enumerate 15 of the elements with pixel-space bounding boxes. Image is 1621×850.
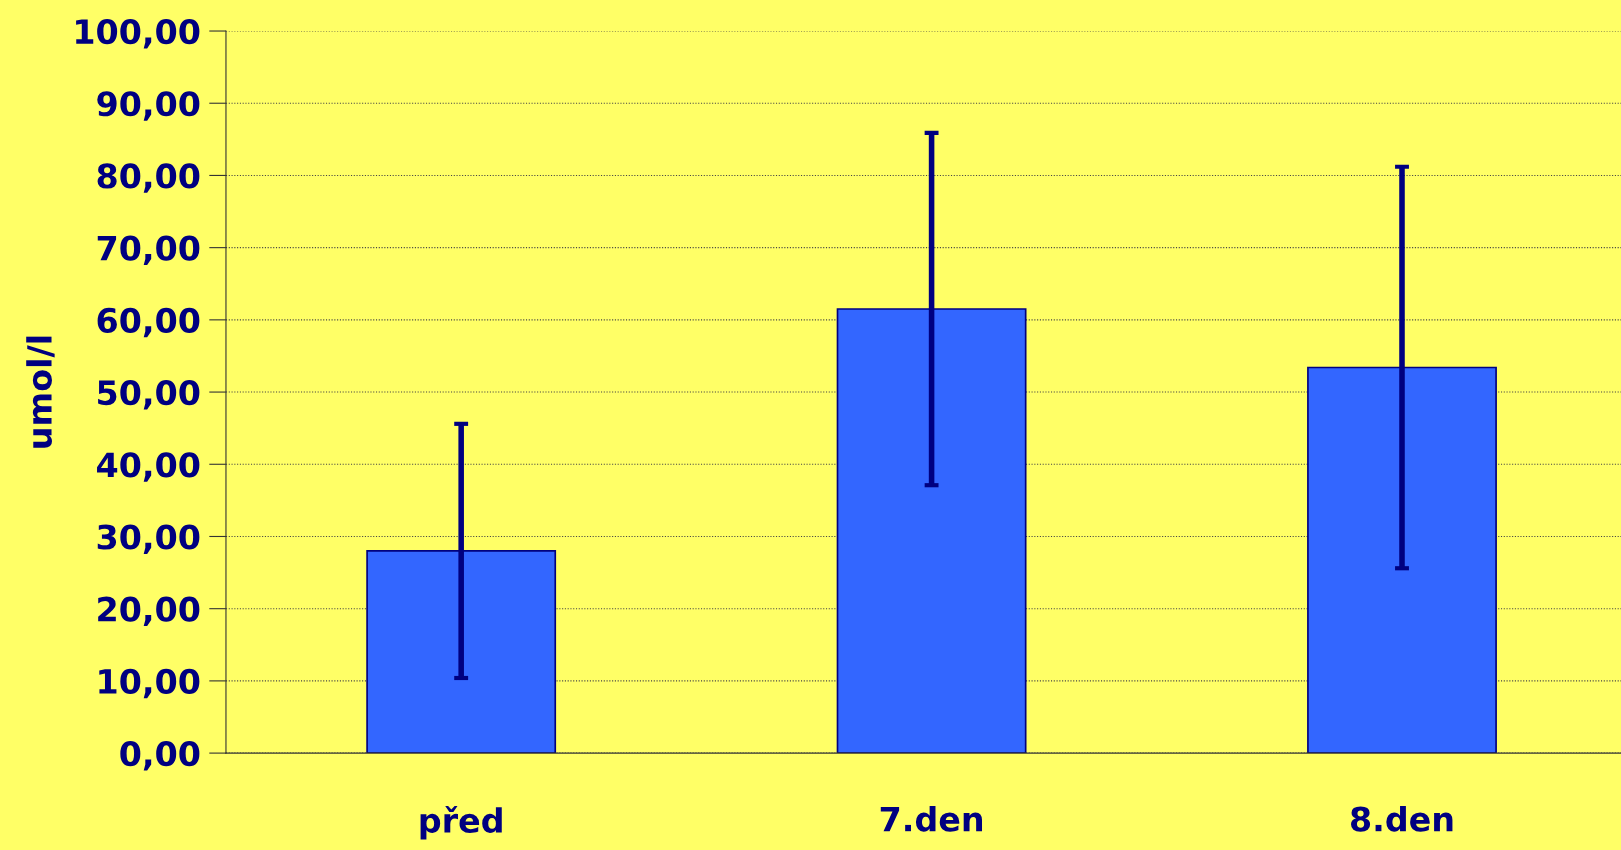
y-tick-label: 70,00 (97, 235, 200, 266)
y-tick-label: 60,00 (97, 307, 200, 338)
y-tick-label: 30,00 (97, 524, 200, 554)
y-axis-title: umol/l (26, 336, 55, 448)
y-tick-label: 40,00 (97, 452, 200, 482)
y-tick-label: 10,00 (99, 668, 200, 699)
x-tick-label: 8.den (1351, 805, 1453, 832)
x-tick-label: před (420, 805, 502, 840)
y-tick-label: 0,00 (120, 741, 200, 771)
y-tick-label: 50,00 (98, 379, 200, 410)
y-tick-label: 20,00 (98, 596, 200, 627)
y-tick-label: 100,00 (76, 18, 200, 49)
y-tick-label: 80,00 (97, 163, 200, 193)
y-tick-label: 90,00 (97, 91, 200, 121)
x-tick-label: 7.den (880, 805, 983, 832)
